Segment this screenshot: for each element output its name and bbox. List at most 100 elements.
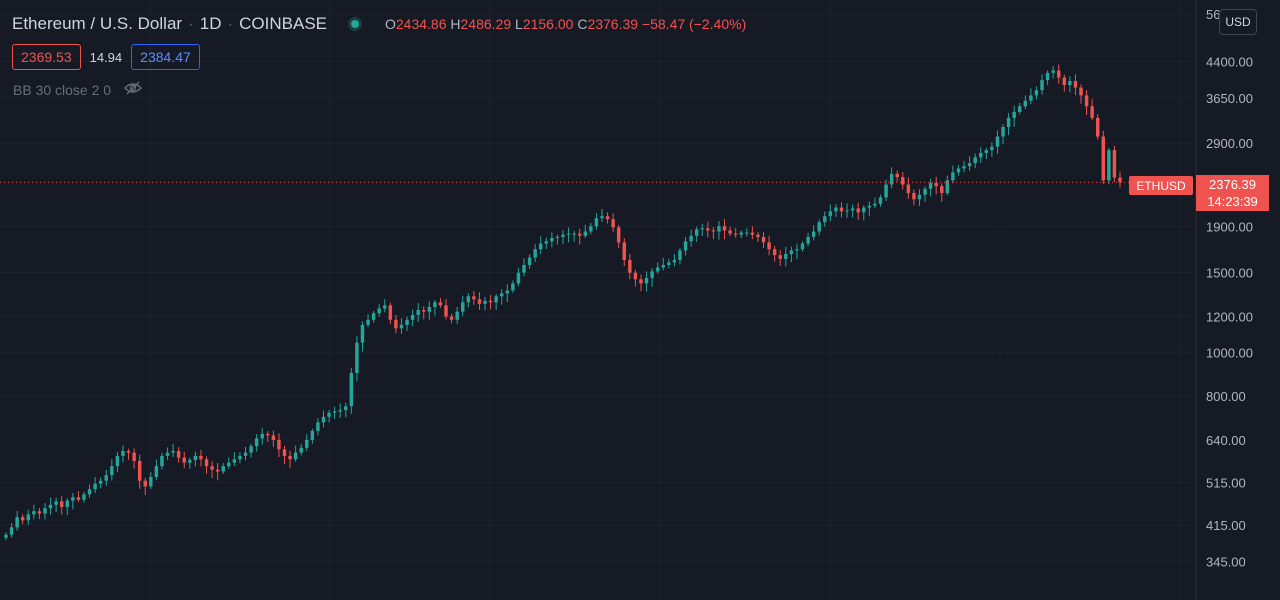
candle-body (299, 447, 303, 453)
candle-body (204, 459, 209, 467)
low-value: 2156.00 (522, 16, 574, 32)
candle-body (327, 412, 331, 417)
candle-body (321, 416, 326, 423)
candle-body (1001, 126, 1005, 137)
bar-countdown: 14:23:39 (1207, 194, 1258, 209)
candle-body (1084, 95, 1089, 107)
eye-off-icon[interactable] (123, 80, 143, 99)
candle-body (550, 237, 554, 242)
candle-body (839, 207, 844, 212)
candle-body (215, 469, 220, 472)
y-tick-label: 4400.00 (1206, 54, 1253, 69)
symbol-title[interactable]: Ethereum / U.S. Dollar (12, 14, 183, 33)
candle-body (923, 188, 927, 195)
candle-body (633, 272, 638, 280)
currency-button[interactable]: USD (1219, 9, 1257, 35)
candle-body (121, 450, 125, 456)
candle-body (967, 163, 972, 167)
market-status-icon (351, 20, 359, 28)
candle-body (678, 250, 682, 261)
interval-label[interactable]: 1D (199, 14, 222, 33)
indicator-label: BB 30 close 2 0 (13, 81, 112, 98)
candle-body (9, 527, 14, 535)
candle-body (371, 313, 376, 320)
candle-body (945, 180, 950, 194)
candle-body (199, 455, 203, 460)
candle-body (700, 228, 704, 230)
candle-body (906, 184, 911, 194)
candle-body (878, 197, 883, 204)
candle-body (895, 173, 899, 178)
candle-body (338, 410, 342, 412)
candle-body (388, 305, 393, 320)
candle-body (789, 250, 794, 254)
candle-body (461, 302, 465, 312)
candle-body (973, 157, 977, 164)
y-tick-label: 1200.00 (1206, 309, 1253, 324)
candle-body (583, 231, 588, 236)
change-value: −58.47 (−2.40%) (641, 16, 747, 32)
candle-body (706, 228, 710, 231)
candle-body (667, 262, 671, 265)
candle-body (500, 293, 504, 297)
candle-body (800, 243, 805, 250)
candle-body (828, 211, 833, 217)
y-tick-label: 2900.00 (1206, 136, 1253, 151)
candle-body (689, 235, 693, 242)
candle-body (1006, 117, 1011, 127)
y-tick-label: 640.00 (1206, 433, 1246, 448)
candle-body (650, 271, 654, 278)
candle-body (901, 177, 905, 185)
candle-body (4, 534, 8, 538)
candle-body (605, 216, 610, 220)
candle-body (383, 305, 387, 309)
candle-body (538, 243, 543, 250)
candle-body (149, 476, 153, 487)
candle-body (1057, 70, 1061, 78)
buy-button[interactable]: 2384.47 (131, 44, 200, 70)
candle-body (917, 194, 922, 200)
candle-body (889, 173, 894, 185)
candle-body (82, 494, 86, 500)
candle-body (767, 242, 771, 250)
candle-body (238, 455, 242, 460)
candle-body (544, 241, 549, 244)
candle-body (165, 452, 170, 456)
candle-body (410, 314, 415, 320)
candle-body (282, 449, 287, 456)
separator-dot: · (188, 14, 194, 33)
candle-body (20, 517, 25, 521)
candle-body (1045, 72, 1050, 81)
candle-body (639, 279, 643, 284)
candle-body (522, 264, 526, 273)
candle-body (26, 514, 31, 521)
candle-body (572, 233, 576, 235)
candle-body (873, 203, 877, 206)
candle-body (277, 439, 281, 450)
candle-body (817, 222, 821, 232)
candle-body (305, 439, 309, 448)
candle-body (962, 166, 966, 169)
candle-body (455, 311, 459, 320)
candle-body (745, 232, 749, 234)
candle-body (806, 236, 810, 244)
candle-body (43, 508, 47, 514)
indicator-legend[interactable]: BB 30 close 2 0 (13, 80, 143, 99)
candle-body (733, 233, 738, 235)
close-value: 2376.39 (587, 16, 639, 32)
candle-body (811, 231, 816, 237)
candle-body (344, 406, 348, 411)
candle-body (1112, 150, 1117, 178)
candle-body (1095, 117, 1100, 137)
candle-body (834, 207, 838, 212)
candle-body (288, 455, 292, 460)
candle-body (823, 216, 827, 223)
candle-body (566, 233, 571, 235)
candle-body (65, 500, 69, 507)
last-price-tag: 2376.39 14:23:39 (1196, 175, 1269, 211)
exchange-label[interactable]: COINBASE (239, 14, 327, 33)
sell-button[interactable]: 2369.53 (12, 44, 81, 70)
candle-body (616, 227, 621, 243)
